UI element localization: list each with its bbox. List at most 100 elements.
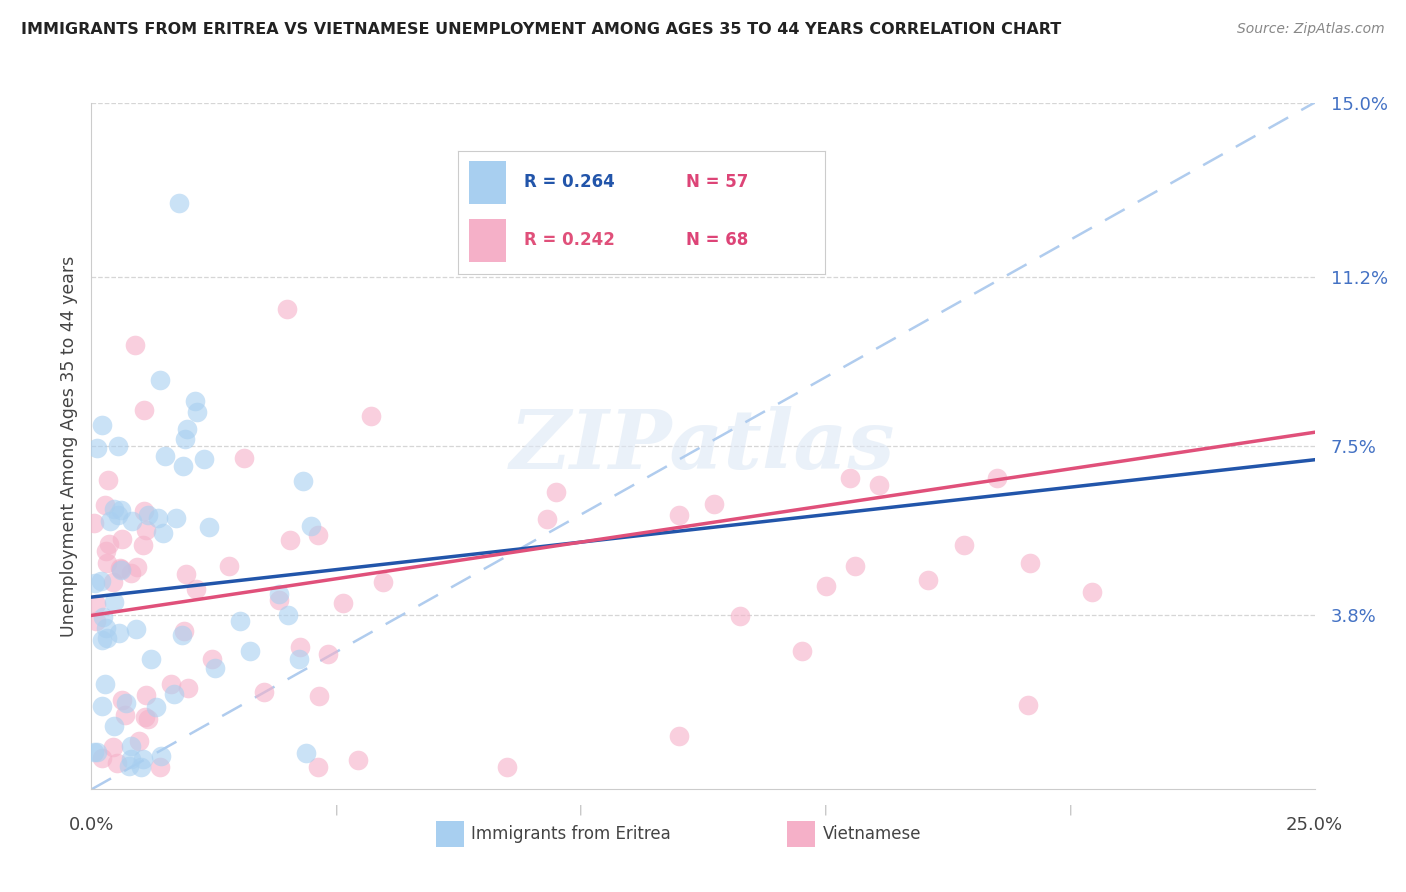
Point xyxy=(139,651,162,665)
Point xyxy=(90,574,112,588)
Point xyxy=(290,640,312,654)
Point xyxy=(307,759,329,773)
Point xyxy=(728,608,751,623)
Point xyxy=(132,752,155,766)
Point xyxy=(496,759,519,773)
Point xyxy=(111,693,134,707)
Point xyxy=(114,696,136,710)
Point xyxy=(149,373,172,387)
Point xyxy=(110,503,132,517)
Point xyxy=(120,752,142,766)
Point xyxy=(169,196,191,211)
Point xyxy=(125,622,148,636)
Point xyxy=(103,502,125,516)
Point xyxy=(134,710,156,724)
Point xyxy=(103,718,125,732)
Text: Source: ZipAtlas.com: Source: ZipAtlas.com xyxy=(1237,22,1385,37)
Point xyxy=(132,402,155,417)
Text: |: | xyxy=(579,805,582,815)
Point xyxy=(815,579,838,593)
Point xyxy=(668,508,690,522)
Point xyxy=(239,644,262,658)
Point xyxy=(165,510,187,524)
Point xyxy=(90,632,112,647)
Text: 0.0%: 0.0% xyxy=(69,816,114,834)
Point xyxy=(170,627,193,641)
Point xyxy=(198,520,221,534)
Point xyxy=(1081,585,1104,599)
Point xyxy=(118,758,141,772)
Point xyxy=(121,514,143,528)
Point xyxy=(184,582,207,596)
Point xyxy=(174,432,197,446)
Point xyxy=(114,708,136,723)
Point xyxy=(193,452,215,467)
Point xyxy=(316,647,339,661)
Point xyxy=(110,563,132,577)
Point xyxy=(868,478,890,492)
Point xyxy=(105,756,128,770)
Text: |: | xyxy=(335,805,337,815)
Point xyxy=(83,516,105,531)
Point xyxy=(986,471,1008,485)
Point xyxy=(83,576,105,591)
Point xyxy=(97,473,120,487)
Point xyxy=(307,528,329,542)
Point xyxy=(86,745,108,759)
Point xyxy=(838,471,860,485)
Point xyxy=(1018,556,1040,570)
Point xyxy=(186,405,208,419)
Point xyxy=(90,751,112,765)
Point xyxy=(86,441,108,455)
Point xyxy=(177,681,200,695)
Point xyxy=(136,508,159,522)
Point xyxy=(952,538,974,552)
Point xyxy=(94,677,117,691)
Point xyxy=(94,621,117,635)
Point xyxy=(98,537,121,551)
Point xyxy=(159,677,181,691)
Point xyxy=(103,595,125,609)
Point xyxy=(129,759,152,773)
Point xyxy=(360,409,382,423)
Point xyxy=(288,652,311,666)
Point xyxy=(703,498,725,512)
Point xyxy=(111,532,134,546)
Point xyxy=(101,575,124,590)
Text: |: | xyxy=(824,805,827,815)
Point xyxy=(107,508,129,523)
Point xyxy=(101,739,124,754)
Point xyxy=(176,422,198,436)
Point xyxy=(150,749,173,764)
Point xyxy=(153,449,176,463)
Point xyxy=(917,573,939,587)
Point xyxy=(173,624,195,638)
Text: 25.0%: 25.0% xyxy=(1286,816,1343,834)
Point xyxy=(162,687,184,701)
Point xyxy=(135,688,157,702)
Point xyxy=(128,733,150,747)
Point xyxy=(145,699,167,714)
Point xyxy=(124,338,146,352)
Point xyxy=(135,524,157,538)
Point xyxy=(83,745,105,759)
Point xyxy=(201,652,224,666)
Point xyxy=(172,459,194,474)
Point xyxy=(108,626,131,640)
Point xyxy=(844,559,866,574)
Point xyxy=(120,566,142,580)
Text: |: | xyxy=(1069,805,1071,815)
Point xyxy=(84,597,107,611)
Point xyxy=(668,729,690,743)
Point xyxy=(107,439,129,453)
Point xyxy=(108,561,131,575)
Point xyxy=(110,562,132,576)
Point xyxy=(292,474,315,488)
Text: ZIPatlas: ZIPatlas xyxy=(510,406,896,486)
Point xyxy=(347,753,370,767)
Point xyxy=(229,614,252,628)
Point xyxy=(277,608,299,623)
Point xyxy=(96,556,118,570)
Point xyxy=(132,504,155,518)
Point xyxy=(146,511,169,525)
